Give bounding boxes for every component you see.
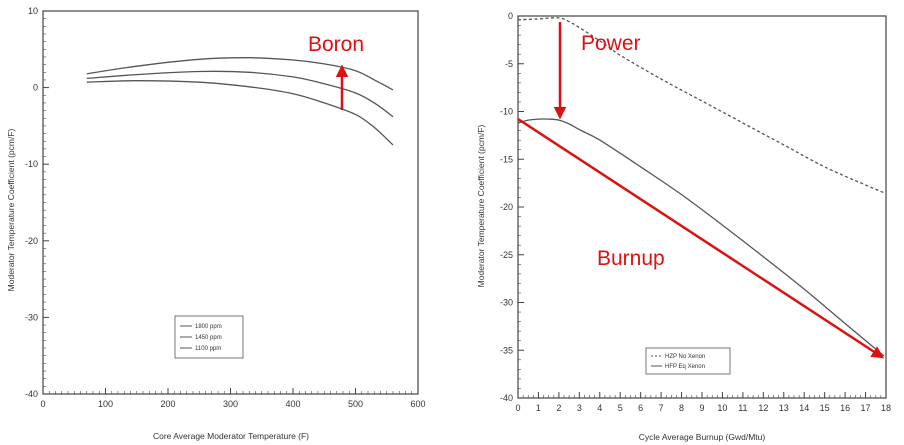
burnup-annotation: Burnup xyxy=(597,247,665,270)
right-x-tick-label: 0 xyxy=(515,403,520,413)
boron-annotation: Boron xyxy=(308,33,364,56)
right-y-tick-label: -5 xyxy=(505,59,513,69)
right-plot-frame xyxy=(517,15,887,399)
right-series-2-line xyxy=(517,118,885,357)
right-x-tick-label: 18 xyxy=(881,403,891,413)
left-y-tick-label: -40 xyxy=(25,389,38,399)
right-x-tick-label: 9 xyxy=(699,403,704,413)
left-x-tick-label: 400 xyxy=(285,399,300,409)
left-y-tick-label: 10 xyxy=(28,6,38,16)
right-x-tick-label: 14 xyxy=(799,403,809,413)
legend-label-hfp: HFP Eq Xenon xyxy=(665,364,705,370)
right-y-tick-label: -30 xyxy=(500,298,513,308)
left-x-tick-label: 100 xyxy=(98,399,113,409)
right-y-tick-label: -15 xyxy=(500,154,513,164)
left-y-tick-label: -10 xyxy=(25,159,38,169)
right-legend-box xyxy=(645,347,731,375)
right-chart: 0 1 2 3 4 5 6 7 8 9 10 11 12 13 14 15 16 17 180-5-10-15-20… xyxy=(476,11,891,442)
right-y-tick-label: -25 xyxy=(500,250,513,260)
left-x-tick-label: 0 xyxy=(40,399,45,409)
right-y-tick-label: -10 xyxy=(500,107,513,117)
left-series-2-line xyxy=(86,70,394,118)
right-x-tick-label: 3 xyxy=(577,403,582,413)
left-x-tick-label: 500 xyxy=(348,399,363,409)
legend-label-hzp: HZP No Xenon xyxy=(665,354,705,360)
right-x-tick-label: 5 xyxy=(618,403,623,413)
right-y-tick-label: -20 xyxy=(500,202,513,212)
left-series-3-line xyxy=(86,80,394,146)
right-y-tick-label: -35 xyxy=(500,345,513,355)
right-y-tick-label: 0 xyxy=(508,11,513,21)
left-series-1-line xyxy=(86,57,394,91)
right-x-tick-label: 17 xyxy=(861,403,871,413)
right-x-tick-label: 4 xyxy=(597,403,602,413)
left-x-tick-label: 200 xyxy=(160,399,175,409)
right-x-tick-label: 16 xyxy=(840,403,850,413)
legend-label-1100: 1100 ppm xyxy=(195,346,221,352)
left-y-tick-label: 0 xyxy=(33,83,38,93)
burnup-arrow xyxy=(517,117,885,359)
left-chart: 0 100 200 300 400 500 600 -40 -30 -20 -10 0 10 Core … xyxy=(6,6,426,441)
left-y-tick-label: -20 xyxy=(25,236,38,246)
left-x-axis-label: Core Average Moderator Temperature (F) xyxy=(153,431,309,441)
power-annotation: Power xyxy=(581,32,641,55)
left-y-tick-label: -30 xyxy=(25,312,38,322)
right-y-tick-label: -40 xyxy=(500,393,513,403)
right-x-tick-label: 6 xyxy=(638,403,643,413)
left-legend-box xyxy=(174,315,244,359)
right-x-tick-label: 11 xyxy=(738,403,747,413)
right-x-tick-label: 7 xyxy=(659,403,664,413)
right-x-tick-label: 8 xyxy=(679,403,684,413)
right-y-axis-label: Moderator Temperature Coefficient (pcm/F… xyxy=(476,125,486,288)
right-x-tick-label: 12 xyxy=(758,403,768,413)
right-x-axis-label: Cycle Average Burnup (Gwd/Mtu) xyxy=(639,432,766,442)
legend-label-1800: 1800 ppm xyxy=(195,324,222,330)
left-legend: 1800 ppm 1450 ppm 1100 ppm xyxy=(174,315,244,359)
right-x-tick-label: 10 xyxy=(717,403,727,413)
right-series-1-line xyxy=(517,17,885,194)
left-x-tick-label: 600 xyxy=(410,399,425,409)
right-x-tick-label: 2 xyxy=(556,403,561,413)
left-y-axis-label: Moderator Temperature Coefficient (pcm/F… xyxy=(6,129,16,292)
right-x-tick-label: 1 xyxy=(536,403,541,413)
left-x-tick-label: 300 xyxy=(223,399,238,409)
right-x-tick-label: 15 xyxy=(820,403,830,413)
right-legend: HZP No Xenon HFP Eq Xenon xyxy=(645,347,731,375)
legend-label-1450: 1450 ppm xyxy=(195,335,222,341)
right-x-tick-label: 13 xyxy=(779,403,789,413)
